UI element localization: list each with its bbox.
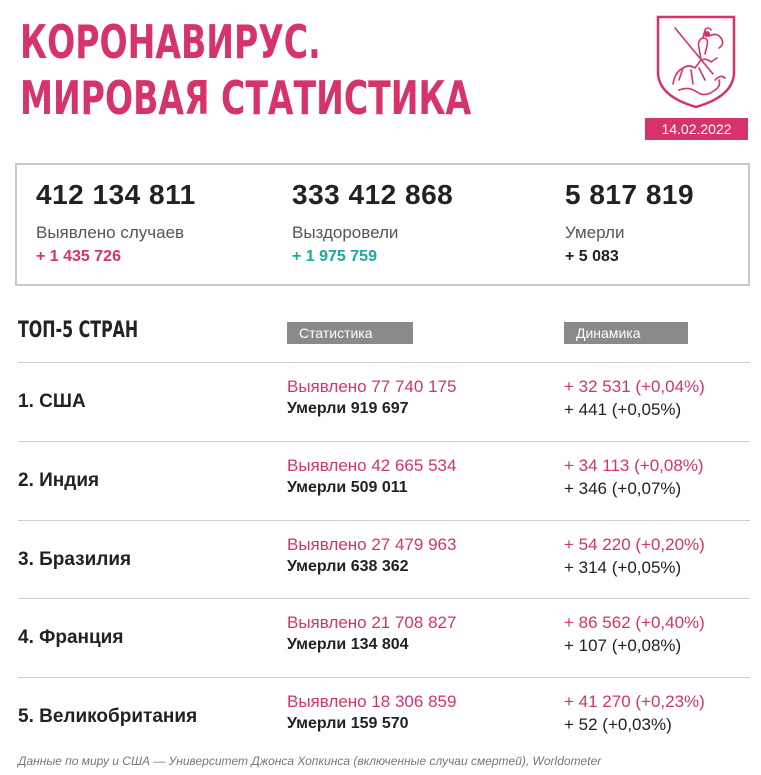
country-cases-delta: + 32 531 (+0,04%) <box>564 377 705 396</box>
country-cases-delta: + 34 113 (+0,08%) <box>564 456 704 475</box>
title-line-2: МИРОВАЯ СТАТИСТИКА <box>20 71 472 125</box>
country-name: 5. Великобритания <box>18 706 198 727</box>
divider <box>18 598 750 599</box>
source-footnote: Данные по миру и США — Университет Джонс… <box>18 754 602 768</box>
country-row: 4. Франция Выявлено 21 708 827 Умерли 13… <box>0 599 761 677</box>
country-row: 3. Бразилия Выявлено 27 479 963 Умерли 6… <box>0 521 761 599</box>
date-badge: 14.02.2022 <box>645 118 748 140</box>
total-cases-label: Выявлено случаев <box>36 223 185 242</box>
country-deaths: Умерли 638 362 <box>287 558 409 575</box>
divider <box>18 362 750 363</box>
column-header-statistics: Статистика <box>287 322 413 344</box>
country-cases: Выявлено 77 740 175 <box>287 377 457 396</box>
country-cases: Выявлено 18 306 859 <box>287 692 457 711</box>
divider <box>18 520 750 521</box>
total-recovered-number: 333 412 868 <box>292 179 454 210</box>
country-deaths-delta: + 107 (+0,08%) <box>564 636 682 655</box>
total-deaths-number: 5 817 819 <box>565 179 695 210</box>
total-deaths-label: Умерли <box>565 223 625 242</box>
total-recovered: 333 412 868 Выздоровели + 1 975 759 <box>292 179 453 266</box>
country-deaths-delta: + 314 (+0,05%) <box>564 558 682 577</box>
total-deaths: 5 817 819 Умерли + 5 083 <box>565 179 694 266</box>
total-cases-delta: + 1 435 726 <box>36 248 121 265</box>
country-cases-delta: + 41 270 (+0,23%) <box>564 692 705 711</box>
country-deaths: Умерли 919 697 <box>287 400 409 417</box>
divider <box>18 441 750 442</box>
country-cases-delta: + 86 562 (+0,40%) <box>564 613 705 632</box>
moscow-coat-of-arms-icon <box>656 15 736 109</box>
page-title: КОРОНАВИРУС. МИРОВАЯ СТАТИСТИКА <box>20 14 471 126</box>
total-cases: 412 134 811 Выявлено случаев + 1 435 726 <box>36 179 196 266</box>
country-deaths: Умерли 134 804 <box>287 636 409 653</box>
country-cases: Выявлено 27 479 963 <box>287 535 457 554</box>
country-deaths-delta: + 52 (+0,03%) <box>564 715 672 734</box>
country-cases-delta: + 54 220 (+0,20%) <box>564 535 705 554</box>
country-name: 3. Бразилия <box>18 549 132 570</box>
country-cases: Выявлено 42 665 534 <box>287 456 457 475</box>
country-row: 2. Индия Выявлено 42 665 534 Умерли 509 … <box>0 442 761 520</box>
country-name: 1. США <box>18 391 86 412</box>
country-deaths-delta: + 441 (+0,05%) <box>564 400 682 419</box>
country-name: 4. Франция <box>18 627 124 648</box>
total-deaths-delta: + 5 083 <box>565 248 619 265</box>
country-cases: Выявлено 21 708 827 <box>287 613 457 632</box>
total-recovered-delta: + 1 975 759 <box>292 248 377 265</box>
column-header-dynamics: Динамика <box>564 322 688 344</box>
country-deaths: Умерли 509 011 <box>287 479 408 496</box>
total-recovered-label: Выздоровели <box>292 223 399 242</box>
country-row: 5. Великобритания Выявлено 18 306 859 Ум… <box>0 678 761 756</box>
country-deaths: Умерли 159 570 <box>287 715 409 732</box>
country-row: 1. США Выявлено 77 740 175 Умерли 919 69… <box>0 363 761 441</box>
world-totals-panel: 412 134 811 Выявлено случаев + 1 435 726… <box>15 163 750 286</box>
country-name: 2. Индия <box>18 470 100 491</box>
top-5-title: ТОП-5 СТРАН <box>18 318 139 343</box>
total-cases-number: 412 134 811 <box>36 179 196 210</box>
divider <box>18 677 750 678</box>
country-deaths-delta: + 346 (+0,07%) <box>564 479 682 498</box>
title-line-1: КОРОНАВИРУС. <box>20 15 321 69</box>
